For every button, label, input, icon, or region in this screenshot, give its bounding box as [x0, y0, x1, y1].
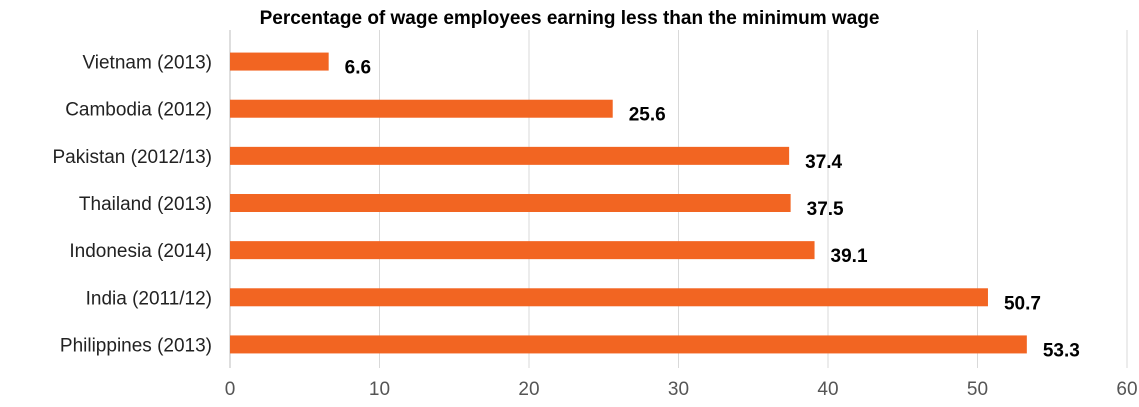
x-tick-label: 10 — [369, 379, 390, 400]
bar — [230, 146, 790, 165]
x-tick-label: 0 — [225, 379, 236, 400]
bar — [230, 194, 791, 212]
x-tick-label: 30 — [668, 379, 689, 400]
data-label: 50.7 — [1004, 293, 1041, 314]
data-label: 53.3 — [1043, 340, 1080, 361]
bar — [230, 288, 988, 307]
value-labels: 6.6 25.6 37.4 37.5 39.1 50.7 53.3 — [345, 58, 1080, 362]
data-label: 39.1 — [831, 246, 868, 267]
bars — [230, 52, 1027, 354]
category-label: Philippines (2013) — [60, 335, 212, 356]
category-label: Vietnam (2013) — [82, 53, 212, 74]
bar — [230, 52, 329, 71]
bar — [230, 99, 613, 118]
category-label: Pakistan (2012/13) — [53, 147, 213, 168]
data-label: 37.5 — [807, 199, 844, 220]
x-tick-label: 50 — [967, 379, 988, 400]
category-label: Indonesia (2014) — [69, 241, 212, 262]
data-label: 25.6 — [629, 105, 666, 126]
category-label: Thailand (2013) — [79, 194, 212, 215]
x-tick-label: 60 — [1116, 379, 1137, 400]
bar — [230, 241, 815, 260]
x-tick-label: 20 — [518, 379, 539, 400]
data-label: 37.4 — [805, 152, 842, 173]
chart-title: Percentage of wage employees earning les… — [259, 8, 880, 29]
bar — [230, 335, 1027, 354]
x-tick-labels: 0 10 20 30 40 50 60 — [225, 379, 1138, 400]
x-tick-label: 40 — [817, 379, 838, 400]
category-label: India (2011/12) — [86, 288, 212, 309]
category-label: Cambodia (2012) — [65, 100, 212, 121]
category-labels: Vietnam (2013) Cambodia (2012) Pakistan (2… — [53, 53, 213, 357]
data-label: 6.6 — [345, 58, 371, 79]
